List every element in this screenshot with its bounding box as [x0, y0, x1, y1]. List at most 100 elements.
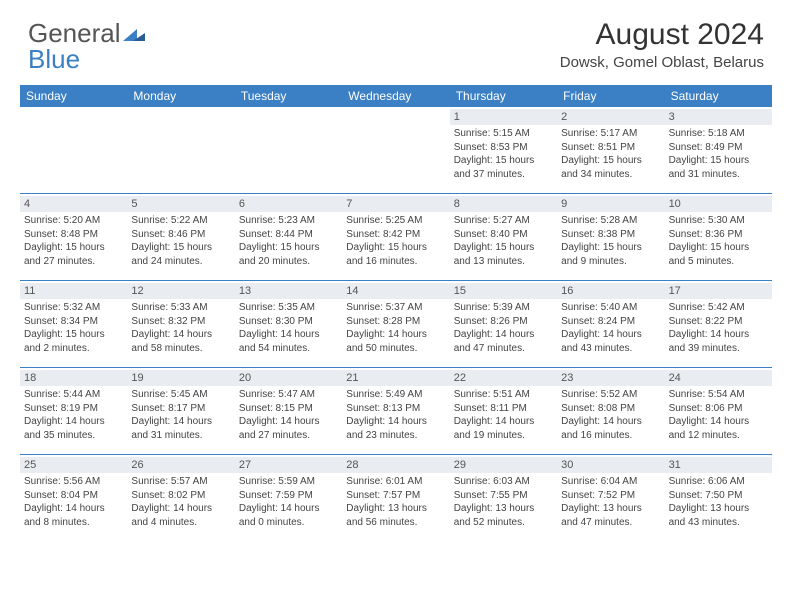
sunrise-text: Sunrise: 5:56 AM	[24, 475, 123, 489]
sunrise-text: Sunrise: 5:51 AM	[454, 388, 553, 402]
daylight-text: Daylight: 15 hours and 31 minutes.	[669, 154, 768, 181]
daylight-text: Daylight: 14 hours and 12 minutes.	[669, 415, 768, 442]
day-number: 20	[235, 370, 342, 386]
calendar-cell: 17 Sunrise: 5:42 AMSunset: 8:22 PMDayligh…	[665, 281, 772, 367]
sun-info: Sunrise: 5:22 AMSunset: 8:46 PMDaylight:…	[131, 214, 230, 268]
sunrise-text: Sunrise: 5:27 AM	[454, 214, 553, 228]
daylight-text: Daylight: 15 hours and 9 minutes.	[561, 241, 660, 268]
sunset-text: Sunset: 8:51 PM	[561, 141, 660, 155]
day-number: 15	[450, 283, 557, 299]
sun-info: Sunrise: 5:30 AMSunset: 8:36 PMDaylight:…	[669, 214, 768, 268]
sunset-text: Sunset: 7:52 PM	[561, 489, 660, 503]
sun-info: Sunrise: 5:28 AMSunset: 8:38 PMDaylight:…	[561, 214, 660, 268]
sunrise-text: Sunrise: 5:17 AM	[561, 127, 660, 141]
calendar: SundayMondayTuesdayWednesdayThursdayFrid…	[20, 85, 772, 541]
sun-info: Sunrise: 6:03 AMSunset: 7:55 PMDaylight:…	[454, 475, 553, 529]
sunrise-text: Sunrise: 5:45 AM	[131, 388, 230, 402]
weekday-header-row: SundayMondayTuesdayWednesdayThursdayFrid…	[20, 85, 772, 107]
weekday-header: Thursday	[450, 85, 557, 107]
calendar-cell: 6Sunrise: 5:23 AMSunset: 8:44 PMDaylight…	[235, 194, 342, 280]
sunset-text: Sunset: 8:11 PM	[454, 402, 553, 416]
sunrise-text: Sunrise: 5:44 AM	[24, 388, 123, 402]
calendar-cell: 4Sunrise: 5:20 AMSunset: 8:48 PMDaylight…	[20, 194, 127, 280]
day-number	[20, 109, 127, 125]
sunset-text: Sunset: 8:17 PM	[131, 402, 230, 416]
day-number	[235, 109, 342, 125]
week-row: 25Sunrise: 5:56 AMSunset: 8:04 PMDayligh…	[20, 455, 772, 541]
sunrise-text: Sunrise: 5:39 AM	[454, 301, 553, 315]
sun-info: Sunrise: 5:49 AMSunset: 8:13 PMDaylight:…	[346, 388, 445, 442]
sun-info: Sunrise: 5:42 AMSunset: 8:22 PMDaylight:…	[669, 301, 768, 355]
month-title: August 2024	[560, 18, 764, 52]
calendar-cell: 18Sunrise: 5:44 AMSunset: 8:19 PMDayligh…	[20, 368, 127, 454]
sunset-text: Sunset: 8:49 PM	[669, 141, 768, 155]
sunset-text: Sunset: 8:42 PM	[346, 228, 445, 242]
sunset-text: Sunset: 8:04 PM	[24, 489, 123, 503]
sun-info: Sunrise: 5:15 AMSunset: 8:53 PMDaylight:…	[454, 127, 553, 181]
sunrise-text: Sunrise: 5:20 AM	[24, 214, 123, 228]
sunrise-text: Sunrise: 6:04 AM	[561, 475, 660, 489]
calendar-cell: 14Sunrise: 5:37 AMSunset: 8:28 PMDayligh…	[342, 281, 449, 367]
calendar-cell-empty	[127, 107, 234, 193]
sunrise-text: Sunrise: 6:03 AM	[454, 475, 553, 489]
sunrise-text: Sunrise: 6:01 AM	[346, 475, 445, 489]
daylight-text: Daylight: 13 hours and 47 minutes.	[561, 502, 660, 529]
daylight-text: Daylight: 14 hours and 50 minutes.	[346, 328, 445, 355]
calendar-cell: 15Sunrise: 5:39 AMSunset: 8:26 PMDayligh…	[450, 281, 557, 367]
sunrise-text: Sunrise: 5:40 AM	[561, 301, 660, 315]
sun-info: Sunrise: 5:32 AMSunset: 8:34 PMDaylight:…	[24, 301, 123, 355]
daylight-text: Daylight: 15 hours and 20 minutes.	[239, 241, 338, 268]
weekday-header: Saturday	[665, 85, 772, 107]
calendar-cell: 10 Sunrise: 5:30 AMSunset: 8:36 PMDayligh…	[665, 194, 772, 280]
calendar-cell-empty	[235, 107, 342, 193]
sunrise-text: Sunrise: 5:32 AM	[24, 301, 123, 315]
sun-info: Sunrise: 6:04 AMSunset: 7:52 PMDaylight:…	[561, 475, 660, 529]
sunrise-text: Sunrise: 5:37 AM	[346, 301, 445, 315]
sunset-text: Sunset: 8:40 PM	[454, 228, 553, 242]
calendar-cell: 26Sunrise: 5:57 AMSunset: 8:02 PMDayligh…	[127, 455, 234, 541]
sunset-text: Sunset: 7:50 PM	[669, 489, 768, 503]
sun-info: Sunrise: 5:52 AMSunset: 8:08 PMDaylight:…	[561, 388, 660, 442]
day-number: 5	[127, 196, 234, 212]
calendar-cell: 9Sunrise: 5:28 AMSunset: 8:38 PMDaylight…	[557, 194, 664, 280]
sun-info: Sunrise: 5:51 AMSunset: 8:11 PMDaylight:…	[454, 388, 553, 442]
location-subtitle: Dowsk, Gomel Oblast, Belarus	[560, 54, 764, 71]
day-number: 12	[127, 283, 234, 299]
calendar-cell: 12Sunrise: 5:33 AMSunset: 8:32 PMDayligh…	[127, 281, 234, 367]
day-number: 17	[665, 283, 772, 299]
sunset-text: Sunset: 8:48 PM	[24, 228, 123, 242]
daylight-text: Daylight: 13 hours and 56 minutes.	[346, 502, 445, 529]
calendar-cell: 30Sunrise: 6:04 AMSunset: 7:52 PMDayligh…	[557, 455, 664, 541]
daylight-text: Daylight: 14 hours and 31 minutes.	[131, 415, 230, 442]
daylight-text: Daylight: 14 hours and 35 minutes.	[24, 415, 123, 442]
sunset-text: Sunset: 8:30 PM	[239, 315, 338, 329]
daylight-text: Daylight: 14 hours and 43 minutes.	[561, 328, 660, 355]
sunrise-text: Sunrise: 5:35 AM	[239, 301, 338, 315]
week-row: 4Sunrise: 5:20 AMSunset: 8:48 PMDaylight…	[20, 194, 772, 281]
sun-info: Sunrise: 5:56 AMSunset: 8:04 PMDaylight:…	[24, 475, 123, 529]
sunset-text: Sunset: 8:13 PM	[346, 402, 445, 416]
day-number: 19	[127, 370, 234, 386]
sun-info: Sunrise: 5:47 AMSunset: 8:15 PMDaylight:…	[239, 388, 338, 442]
sunrise-text: Sunrise: 5:30 AM	[669, 214, 768, 228]
day-number: 25	[20, 457, 127, 473]
day-number: 10	[665, 196, 772, 212]
sunrise-text: Sunrise: 5:49 AM	[346, 388, 445, 402]
sunset-text: Sunset: 7:59 PM	[239, 489, 338, 503]
calendar-cell: 8Sunrise: 5:27 AMSunset: 8:40 PMDaylight…	[450, 194, 557, 280]
sunset-text: Sunset: 8:26 PM	[454, 315, 553, 329]
sunrise-text: Sunrise: 5:18 AM	[669, 127, 768, 141]
daylight-text: Daylight: 15 hours and 37 minutes.	[454, 154, 553, 181]
sunrise-text: Sunrise: 5:28 AM	[561, 214, 660, 228]
daylight-text: Daylight: 14 hours and 27 minutes.	[239, 415, 338, 442]
week-row: 18Sunrise: 5:44 AMSunset: 8:19 PMDayligh…	[20, 368, 772, 455]
day-number: 6	[235, 196, 342, 212]
week-row: 11Sunrise: 5:32 AMSunset: 8:34 PMDayligh…	[20, 281, 772, 368]
calendar-cell: 5 Sunrise: 5:22 AMSunset: 8:46 PMDaylight…	[127, 194, 234, 280]
day-number: 7	[342, 196, 449, 212]
sun-info: Sunrise: 5:40 AMSunset: 8:24 PMDaylight:…	[561, 301, 660, 355]
sun-info: Sunrise: 5:20 AMSunset: 8:48 PMDaylight:…	[24, 214, 123, 268]
sun-info: Sunrise: 5:18 AMSunset: 8:49 PMDaylight:…	[669, 127, 768, 181]
daylight-text: Daylight: 15 hours and 16 minutes.	[346, 241, 445, 268]
calendar-cell: 31Sunrise: 6:06 AMSunset: 7:50 PMDayligh…	[665, 455, 772, 541]
